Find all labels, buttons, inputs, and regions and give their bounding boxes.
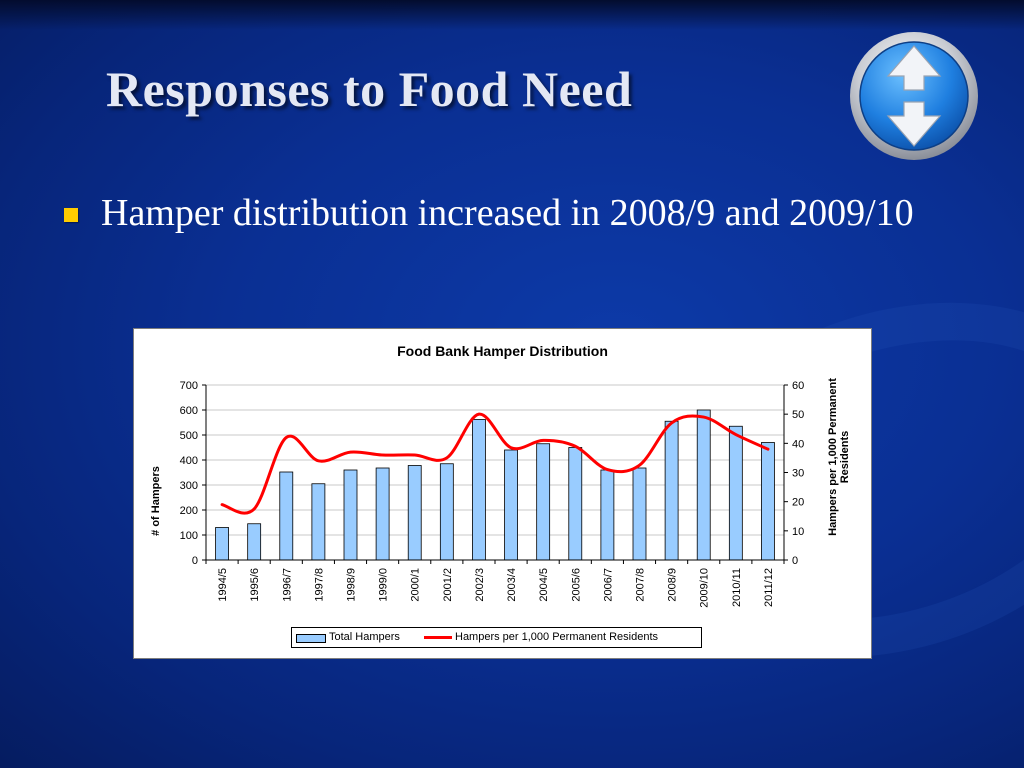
- y2-tick-label: 40: [792, 438, 804, 450]
- x-tick-label: 2000/1: [410, 568, 422, 602]
- x-tick-label: 1998/9: [346, 568, 358, 602]
- y2-axis-title-text: Hampers per 1,000 Permanent Residents: [827, 378, 851, 536]
- slide-title: Responses to Food Need: [106, 61, 633, 117]
- x-tick-label: 2010/11: [731, 568, 743, 607]
- y-tick-label: 700: [180, 380, 198, 392]
- x-tick-label: 2008/9: [667, 568, 679, 602]
- y-tick-label: 600: [180, 405, 198, 417]
- bar: [215, 527, 229, 561]
- bar: [343, 469, 358, 561]
- bar: [568, 447, 583, 561]
- x-tick-label: 2007/8: [635, 568, 647, 602]
- x-tick-label: 2009/10: [699, 568, 711, 608]
- bar: [472, 419, 486, 561]
- x-tick-label: 2001/2: [442, 568, 454, 602]
- x-tick-label: 1999/0: [378, 568, 390, 602]
- y-tick-label: 300: [180, 480, 198, 492]
- legend-label-total-hampers: Total Hampers: [329, 631, 400, 643]
- y-tick-label: 400: [180, 455, 198, 467]
- x-tick-label: 1997/8: [313, 568, 325, 602]
- x-tick-label: 2003/4: [506, 568, 518, 602]
- legend-line-swatch: [424, 636, 452, 639]
- bullet-item: Hamper distribution increased in 2008/9 …: [64, 190, 944, 237]
- y2-tick-label: 10: [792, 526, 804, 538]
- y-tick-label: 100: [180, 530, 198, 542]
- x-tick-label: 2002/3: [474, 568, 486, 602]
- bullet-square-icon: [64, 208, 78, 222]
- bar: [407, 465, 422, 561]
- legend-label-per-1000: Hampers per 1,000 Permanent Residents: [455, 631, 658, 643]
- bar: [728, 425, 743, 561]
- x-tick-label: 1996/7: [281, 568, 293, 602]
- y2-tick-label: 50: [792, 409, 804, 421]
- x-tick-label: 2011/12: [763, 568, 775, 607]
- bar: [696, 409, 711, 561]
- chart-frame: 0 100 200 300 400 500 600 700 0 10 20 30 40 50 60 1994/…: [133, 328, 872, 659]
- chart-plot: 0 100 200 300 400 500 600 700 0 10 20 30 40 50 60 1994/…: [180, 380, 805, 608]
- bar: [504, 449, 518, 561]
- bar: [279, 471, 294, 561]
- y2-tick-label: 60: [792, 380, 804, 392]
- y-tick-label: 200: [180, 505, 198, 517]
- bar: [375, 467, 390, 561]
- series-line-per-1000: [220, 412, 770, 515]
- bar: [439, 463, 454, 561]
- legend-bar-swatch: [296, 634, 326, 643]
- bar: [600, 469, 615, 561]
- x-tick-label: 1994/5: [217, 568, 229, 602]
- y2-tick-label: 20: [792, 497, 804, 509]
- y-tick-label: 0: [192, 555, 198, 567]
- bar: [247, 523, 262, 561]
- y-axis-title-text: # of Hampers: [150, 466, 162, 536]
- y2-tick-label: 0: [792, 555, 798, 567]
- chart-title: Food Bank Hamper Distribution: [397, 343, 608, 359]
- x-tick-label: 2006/7: [602, 568, 614, 602]
- x-tick-label: 2004/5: [538, 568, 550, 602]
- top-band: [0, 0, 1024, 30]
- bullet-text: Hamper distribution increased in 2008/9 …: [101, 192, 914, 234]
- y2-tick-label: 30: [792, 468, 804, 480]
- x-tick-label: 2005/6: [570, 568, 582, 602]
- bar: [536, 443, 551, 561]
- y-tick-label: 500: [180, 430, 198, 442]
- up-down-arrows-icon: [850, 32, 978, 160]
- bar: [664, 420, 679, 561]
- chart-legend: Total Hampers Hampers per 1,000 Permanen…: [291, 627, 702, 648]
- bar: [761, 442, 775, 561]
- bar: [311, 483, 326, 561]
- x-tick-label: 1995/6: [249, 568, 261, 602]
- bar: [632, 467, 647, 561]
